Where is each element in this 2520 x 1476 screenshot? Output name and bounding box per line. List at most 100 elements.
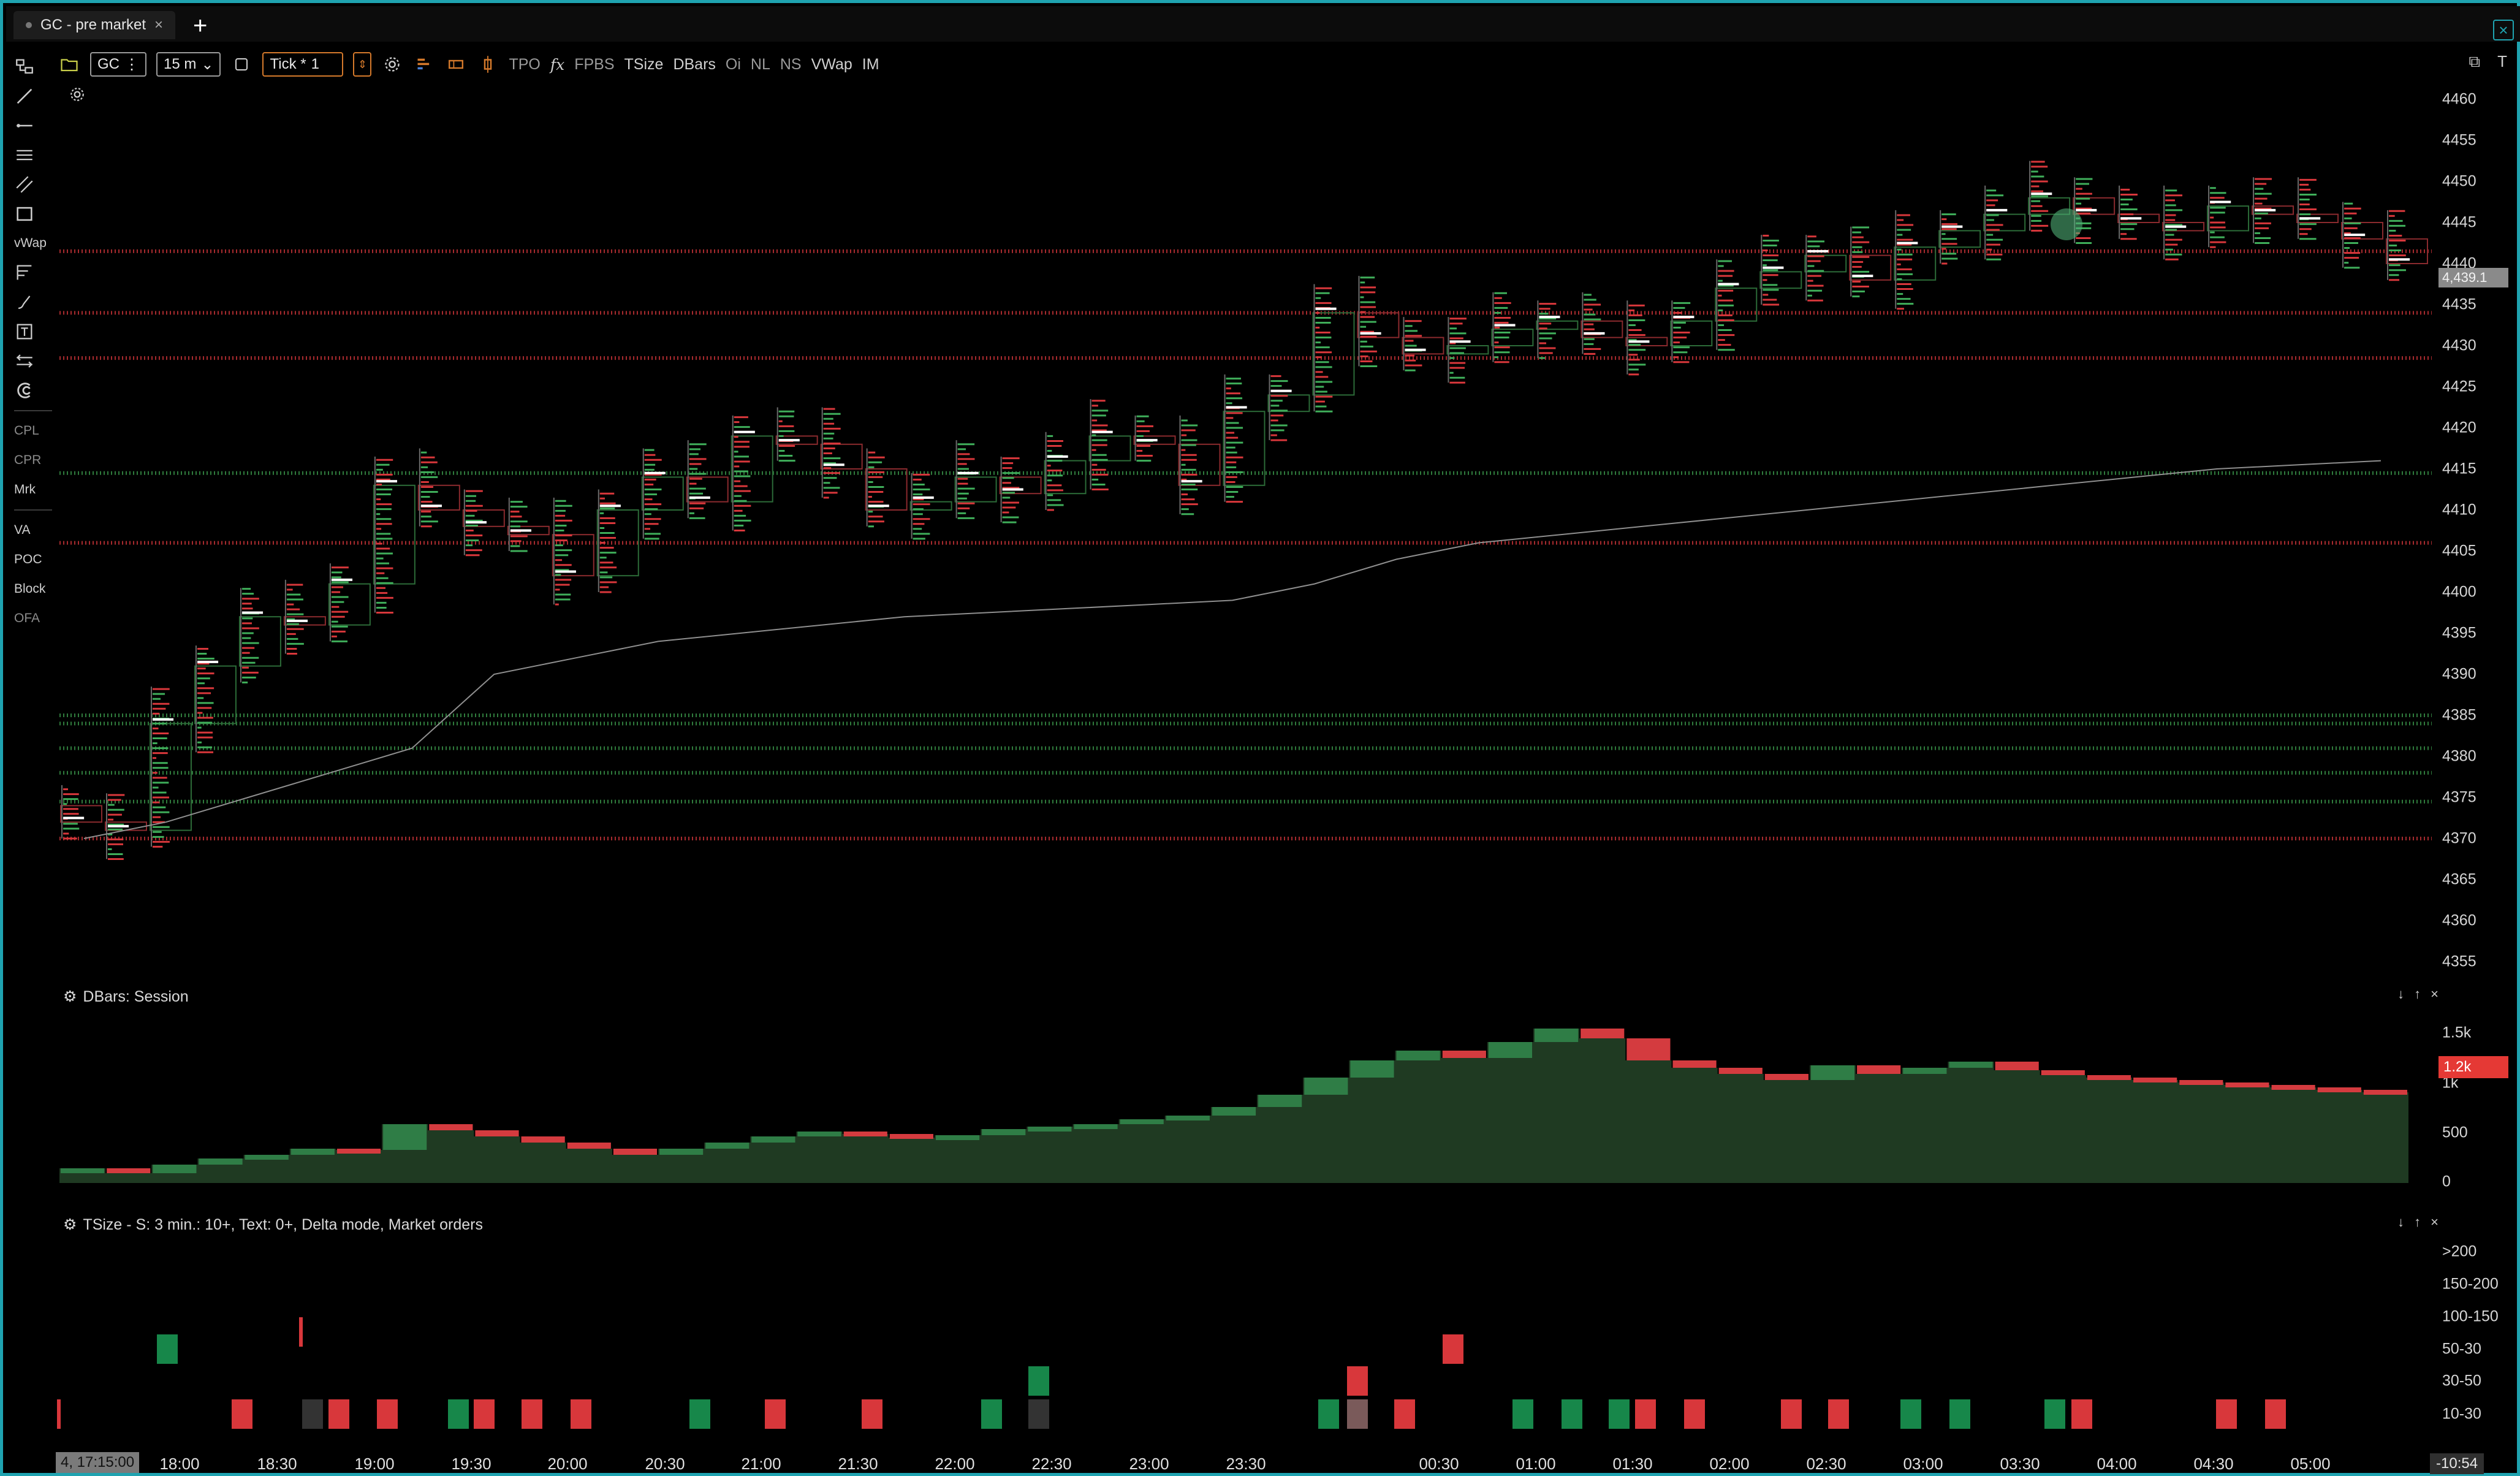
trade-size-block	[1949, 1399, 1970, 1429]
layout-tool-icon[interactable]	[14, 52, 56, 82]
add-tab-button[interactable]: +	[193, 12, 208, 39]
move-up-icon[interactable]: ↑	[2414, 986, 2421, 1002]
tpo-button[interactable]: TPO	[509, 55, 541, 73]
footprint-profile	[1494, 292, 1511, 363]
vwap-tool[interactable]: vWap	[14, 236, 47, 250]
va-tool[interactable]: VA	[14, 523, 31, 537]
delta-bar	[1949, 1062, 1993, 1068]
footprint-profile	[2389, 210, 2406, 281]
text-tool-icon[interactable]	[14, 317, 56, 346]
delta-bar	[2179, 1080, 2223, 1085]
tsize-axis-label: 100-150	[2442, 1307, 2499, 1325]
footprint-profile	[823, 408, 841, 499]
candle-body	[1312, 312, 1355, 396]
tsize-panel-controls: ↓ ↑ ×	[2397, 1214, 2438, 1230]
candle-body	[2117, 213, 2160, 224]
bar-countdown-label: -10:54	[2430, 1453, 2484, 1474]
close-panel-icon[interactable]: ×	[2431, 1214, 2438, 1230]
chart-toolbar: GC ⋮ 15 m ⌄ Tick * 1 ⇕ TPO fx FPBS TSize DB…	[58, 50, 879, 79]
cpl-tool[interactable]: CPL	[14, 424, 39, 438]
delta-bar	[1810, 1065, 1855, 1080]
candle-body	[283, 616, 326, 626]
candle-body	[1088, 435, 1131, 462]
brush-tool-icon[interactable]	[14, 287, 56, 317]
dbars-settings-gear-icon[interactable]: ⚙	[63, 988, 77, 1005]
footprint-profile	[1807, 235, 1825, 302]
channel-tool-icon[interactable]	[14, 170, 56, 199]
settings-gear-icon[interactable]	[381, 53, 403, 75]
ns-button[interactable]: NS	[780, 55, 802, 73]
fx-button[interactable]: fx	[550, 55, 565, 74]
timeframe-select[interactable]: 15 m ⌄	[156, 52, 221, 77]
cpr-tool[interactable]: CPR	[14, 453, 42, 467]
nl-button[interactable]: NL	[750, 55, 770, 73]
delta-bar	[1396, 1051, 1440, 1060]
delta-bar	[567, 1143, 611, 1149]
candle-body	[865, 468, 908, 511]
time-axis-label: 21:30	[838, 1455, 878, 1473]
tick-input[interactable]: Tick * 1	[262, 52, 344, 77]
time-axis-label: 05:00	[2290, 1455, 2331, 1473]
delta-bar	[1626, 1038, 1671, 1060]
delta-bar	[1581, 1029, 1625, 1038]
delta-bar	[1995, 1062, 2039, 1070]
screenshot-icon[interactable]: ⧉	[2469, 52, 2481, 70]
dbars-button[interactable]: DBars	[673, 55, 716, 73]
vwap-button[interactable]: VWap	[811, 55, 852, 73]
trade-size-block	[1609, 1399, 1630, 1429]
candle-body	[775, 435, 818, 445]
time-axis-label: 04:00	[2097, 1455, 2137, 1473]
candle-body	[731, 435, 773, 503]
delta-bar	[1488, 1042, 1533, 1058]
dbars-chart[interactable]	[3, 978, 2520, 1192]
move-up-icon[interactable]: ↑	[2414, 1214, 2421, 1230]
tsize-button[interactable]: TSize	[624, 55, 664, 73]
time-axis-start-label: 4, 17:15:00	[56, 1452, 140, 1473]
text-mode-icon[interactable]: T	[2497, 52, 2507, 70]
tick-stepper-icon[interactable]: ⇕	[353, 52, 372, 77]
ofa-tool[interactable]: OFA	[14, 611, 40, 625]
tsize-settings-gear-icon[interactable]: ⚙	[63, 1216, 77, 1233]
tab-close-icon[interactable]: ×	[154, 17, 164, 33]
open-folder-icon[interactable]	[58, 53, 80, 75]
candle-body	[686, 476, 729, 503]
fpbs-button[interactable]: FPBS	[574, 55, 615, 73]
block-tool[interactable]: Block	[14, 582, 46, 596]
window-close-icon[interactable]: ×	[2493, 20, 2514, 40]
chart-settings-gear-icon[interactable]	[69, 86, 85, 105]
footprint-icon[interactable]	[445, 53, 467, 75]
candle-body	[1267, 394, 1310, 413]
rectangle-tool-icon[interactable]	[14, 199, 56, 229]
measure-tool-icon[interactable]	[14, 346, 56, 376]
checkbox-icon[interactable]	[230, 53, 252, 75]
im-button[interactable]: IM	[862, 55, 879, 73]
mrk-tool[interactable]: Mrk	[14, 482, 36, 496]
trade-size-block	[448, 1399, 469, 1429]
symbol-select[interactable]: GC ⋮	[90, 52, 146, 77]
footprint-profile	[63, 788, 80, 840]
fib-tool-icon[interactable]	[14, 258, 56, 287]
move-down-icon[interactable]: ↓	[2397, 986, 2405, 1002]
poc-tool[interactable]: POC	[14, 552, 42, 566]
profile-bars-icon[interactable]	[413, 53, 435, 75]
tab-gc-pre-market[interactable]: GC - pre market ×	[13, 11, 176, 39]
parallel-lines-tool-icon[interactable]	[14, 140, 56, 170]
price-axis-label: 4415	[2442, 460, 2476, 477]
magnet-tool-icon[interactable]	[14, 376, 56, 405]
candle-body	[552, 534, 594, 577]
candle-icon[interactable]	[477, 53, 499, 75]
close-panel-icon[interactable]: ×	[2431, 986, 2438, 1002]
delta-bar	[383, 1124, 427, 1150]
candle-body	[1357, 312, 1400, 338]
tsize-chart[interactable]	[3, 1204, 2520, 1450]
move-down-icon[interactable]: ↓	[2397, 1214, 2405, 1230]
footprint-profile	[1136, 415, 1154, 462]
price-axis-label: 4375	[2442, 788, 2476, 806]
candle-body	[1938, 230, 1981, 248]
oi-button[interactable]: Oi	[725, 55, 741, 73]
time-axis-label: 22:30	[1031, 1455, 1072, 1473]
delta-bar	[889, 1134, 933, 1139]
trendline-tool-icon[interactable]	[14, 82, 56, 111]
price-chart[interactable]	[3, 3, 2520, 978]
horizontal-line-tool-icon[interactable]	[14, 111, 56, 140]
